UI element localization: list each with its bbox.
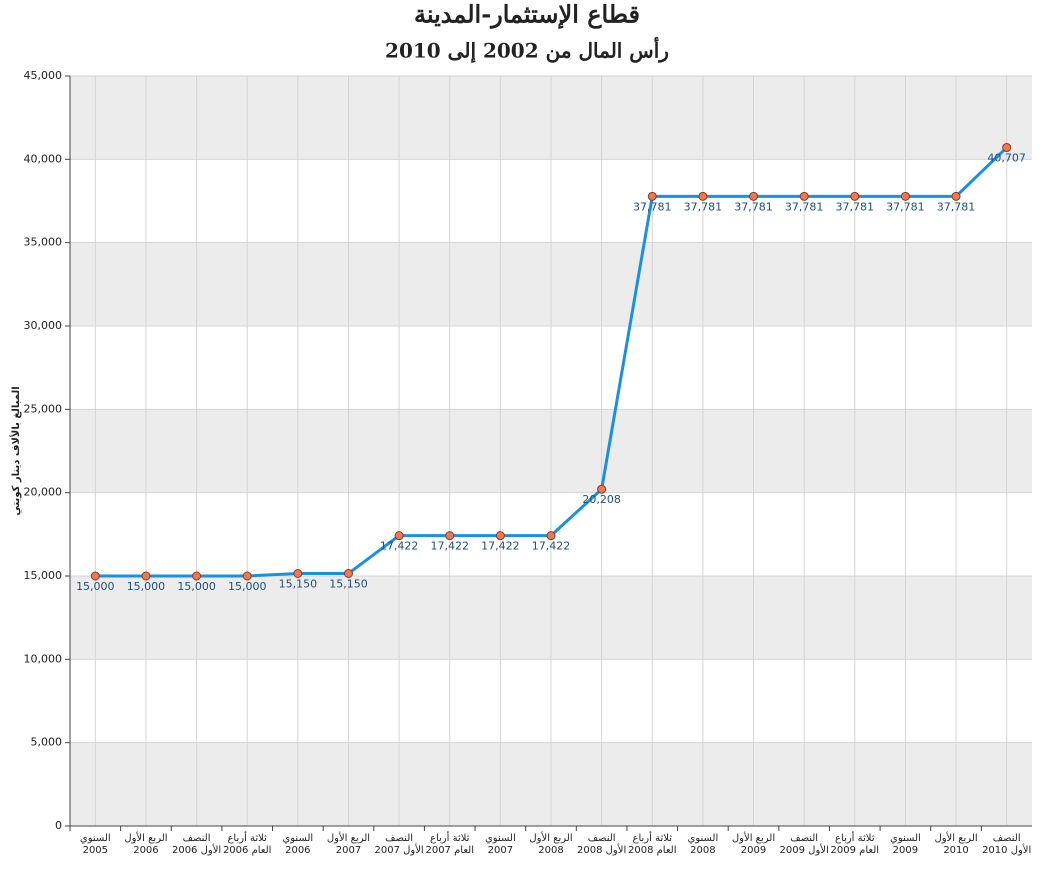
marker xyxy=(242,571,252,581)
value-label: 37,781 xyxy=(886,200,925,213)
value-label: 17,422 xyxy=(481,540,520,553)
x-tick-label: السنوي 2005 xyxy=(79,833,111,856)
x-tick-label: النصف الأول 2006 xyxy=(171,833,222,856)
value-label: 40,707 xyxy=(987,152,1026,165)
value-label: 37,781 xyxy=(785,200,824,213)
x-tick-label: ثلاثة أرباع العام 2006 xyxy=(222,833,272,856)
x-tick-label: النصف الأول 2009 xyxy=(779,833,829,856)
y-tick-label: 5,000 xyxy=(31,736,63,749)
x-tick-label: ثلاثة أرباع العام 2008 xyxy=(627,833,677,856)
y-axis-label: المبالغ بالألاف دينار كويتي xyxy=(9,386,22,515)
marker xyxy=(698,191,708,201)
x-tick-label: الربع الأول 2008 xyxy=(529,833,573,856)
y-tick-label: 35,000 xyxy=(24,236,63,249)
x-tick-label: النصف الأول 2007 xyxy=(374,833,424,856)
y-tick-label: 20,000 xyxy=(24,486,63,499)
value-label: 17,422 xyxy=(380,540,419,553)
x-tick-label: الربع الأول 2009 xyxy=(731,833,776,856)
value-label: 15,000 xyxy=(76,580,115,593)
marker xyxy=(951,191,961,201)
x-tick-label: الربع الأول 2007 xyxy=(326,833,371,856)
value-label: 15,000 xyxy=(177,580,216,593)
marker xyxy=(445,531,455,541)
y-tick-label: 30,000 xyxy=(24,319,63,332)
marker xyxy=(900,191,910,201)
marker xyxy=(394,531,404,541)
chart-subtitle: رأس المال من 2002 إلى 2010 xyxy=(385,37,669,64)
marker xyxy=(647,191,657,201)
x-tick-label: النصف الأول 2010 xyxy=(982,833,1032,856)
x-tick-label: السنوي 2006 xyxy=(282,833,314,856)
value-label: 20,208 xyxy=(582,493,621,506)
value-label: 37,781 xyxy=(734,200,773,213)
marker xyxy=(90,571,100,581)
value-label: 37,781 xyxy=(684,200,723,213)
x-tick-label: ثلاثة أرباع العام 2009 xyxy=(830,833,880,856)
y-tick-label: 15,000 xyxy=(24,569,63,582)
value-label: 37,781 xyxy=(836,200,875,213)
y-tick-label: 10,000 xyxy=(24,652,63,665)
marker xyxy=(799,191,809,201)
marker xyxy=(749,191,759,201)
x-tick-label: الربع الأول 2006 xyxy=(124,833,168,856)
marker xyxy=(141,571,151,581)
chart-title: قطاع الإستثمار-المدينة xyxy=(414,0,640,30)
marker xyxy=(293,569,303,578)
value-label: 15,000 xyxy=(127,580,166,593)
value-label: 15,150 xyxy=(329,578,368,591)
x-tick-label: السنوي 2007 xyxy=(484,833,516,856)
marker xyxy=(597,484,607,494)
y-tick-label: 45,000 xyxy=(24,69,63,82)
grid xyxy=(70,75,1032,827)
x-tick-label: السنوي 2009 xyxy=(890,833,921,856)
marker xyxy=(850,191,860,201)
y-tick-label: 0 xyxy=(55,819,62,832)
x-tick-label: الربع الأول 2010 xyxy=(934,833,978,856)
value-label: 37,781 xyxy=(937,200,976,213)
marker xyxy=(546,531,556,541)
value-label: 17,422 xyxy=(532,540,571,553)
y-tick-label: 40,000 xyxy=(24,152,63,165)
x-tick-label: النصف الأول 2008 xyxy=(577,833,627,856)
y-tick-label: 25,000 xyxy=(24,402,63,415)
value-label: 37,781 xyxy=(633,200,672,213)
value-label: 15,150 xyxy=(279,578,318,591)
x-tick-label: ثلاثة أرباع العام 2007 xyxy=(425,833,474,856)
marker xyxy=(1002,143,1012,153)
x-tick-label: السنوي 2008 xyxy=(687,833,719,856)
marker xyxy=(343,569,353,578)
value-label: 17,422 xyxy=(430,540,469,553)
marker xyxy=(192,571,202,581)
value-label: 15,000 xyxy=(228,580,267,593)
marker xyxy=(495,531,505,541)
